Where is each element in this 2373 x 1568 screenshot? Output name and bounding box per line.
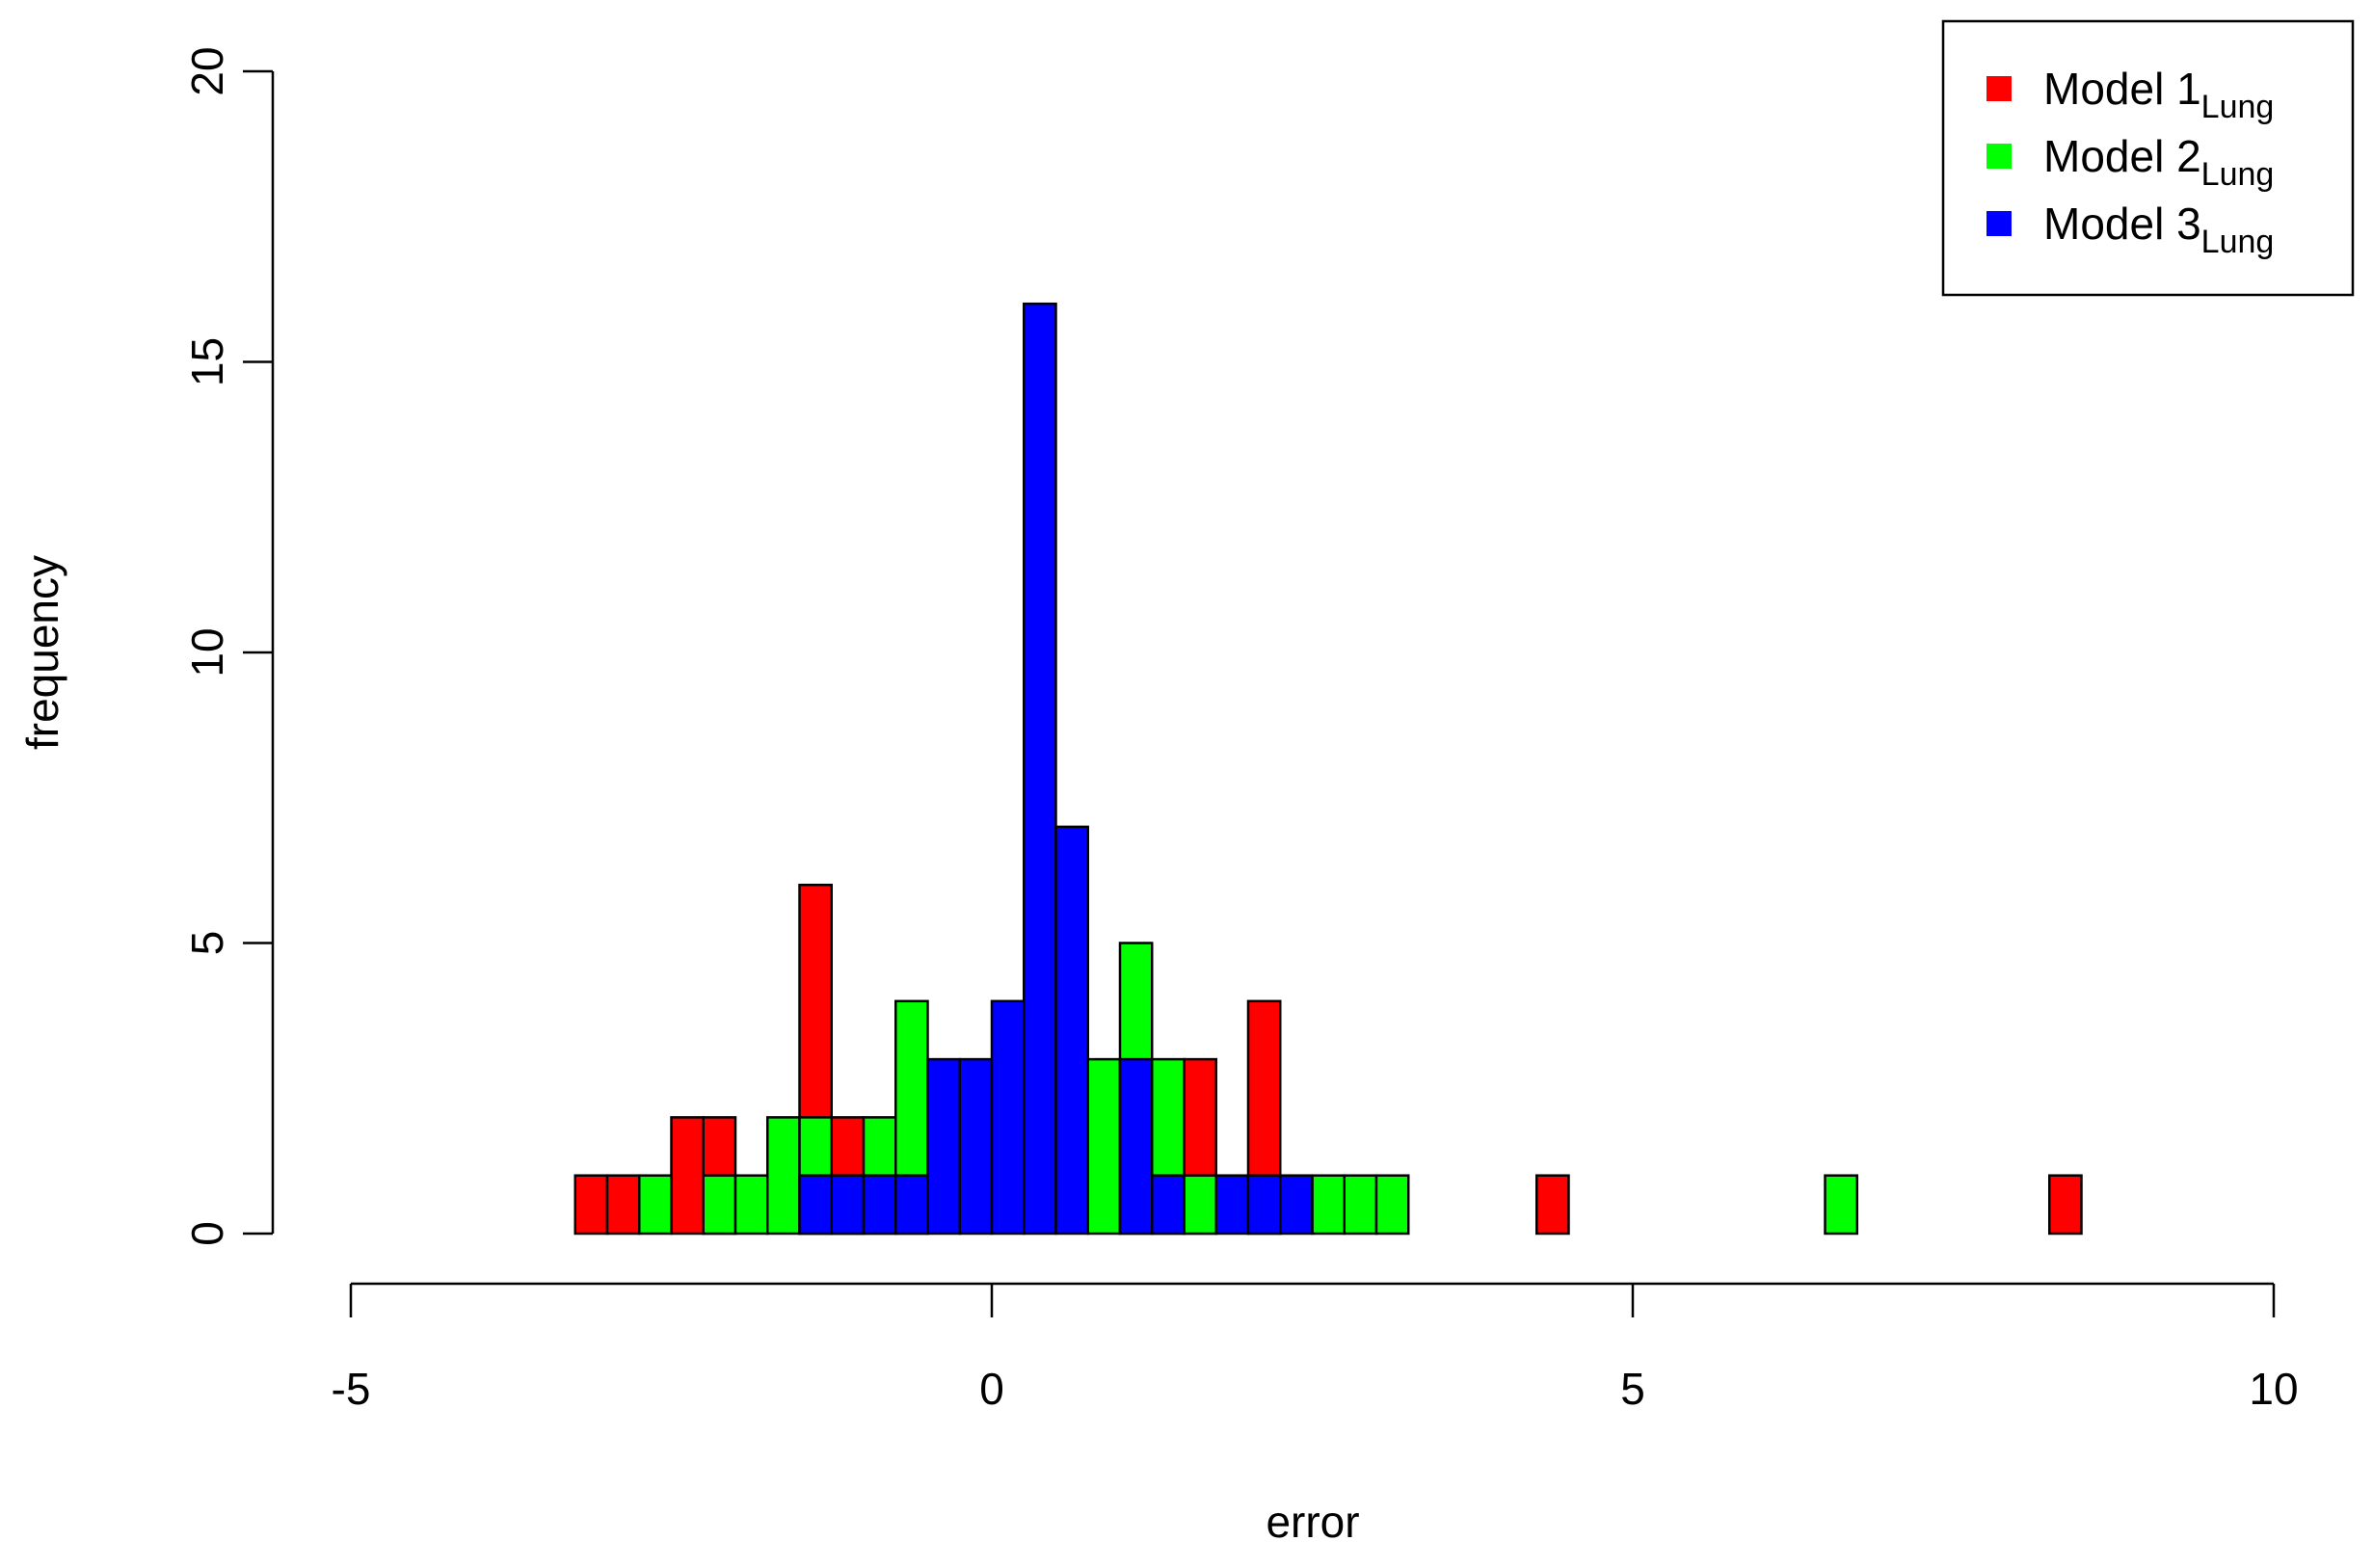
- bar: [702, 1174, 737, 1236]
- bar: [638, 1174, 673, 1236]
- legend-name: Model 1: [2043, 64, 2201, 114]
- bar: [2048, 1174, 2083, 1236]
- y-axis-label: frequency: [17, 555, 67, 750]
- bar: [926, 1057, 961, 1236]
- bar: [1311, 1174, 1346, 1236]
- legend-label: Model 1Lung: [2043, 64, 2274, 125]
- legend-name: Model 2: [2043, 131, 2201, 181]
- legend-label: Model 3Lung: [2043, 199, 2274, 260]
- y-tick-label: 0: [182, 1221, 232, 1246]
- bar: [1535, 1174, 1570, 1236]
- bar: [605, 1174, 641, 1236]
- y-tick-label: 5: [182, 931, 232, 956]
- bar: [1246, 1174, 1282, 1236]
- bar: [1151, 1174, 1186, 1236]
- bar: [990, 999, 1026, 1236]
- bar: [1054, 825, 1089, 1236]
- legend-swatch: [1986, 211, 2012, 236]
- bar: [862, 1174, 897, 1236]
- bar: [1023, 302, 1057, 1236]
- x-tick-label: 10: [2249, 1364, 2298, 1414]
- bar: [1824, 1174, 1858, 1236]
- legend-label: Model 2Lung: [2043, 131, 2274, 193]
- bar: [1343, 1174, 1378, 1236]
- bar: [894, 1174, 929, 1236]
- bar: [1118, 1057, 1154, 1236]
- legend-subscript: Lung: [2201, 89, 2275, 125]
- bar: [1086, 1057, 1122, 1236]
- bar: [573, 1174, 609, 1236]
- bar: [766, 1116, 801, 1236]
- bar: [1214, 1174, 1250, 1236]
- legend-subscript: Lung: [2201, 156, 2275, 193]
- bar: [733, 1174, 769, 1236]
- bar: [830, 1174, 866, 1236]
- legend-name: Model 3: [2043, 199, 2201, 249]
- y-tick-label: 20: [182, 46, 232, 95]
- x-tick-label: -5: [332, 1364, 371, 1414]
- bar: [798, 1174, 833, 1236]
- legend-swatch: [1986, 76, 2012, 101]
- bar: [958, 1057, 994, 1236]
- x-tick-label: 0: [979, 1364, 1004, 1414]
- y-tick-label: 10: [182, 627, 232, 677]
- x-axis-label: error: [1266, 1497, 1359, 1547]
- bar: [1374, 1174, 1410, 1236]
- y-tick-label: 15: [182, 337, 232, 386]
- legend-subscript: Lung: [2201, 224, 2275, 260]
- bar: [1183, 1174, 1217, 1236]
- bar: [670, 1116, 705, 1236]
- bar: [1279, 1174, 1314, 1236]
- x-tick-label: 5: [1620, 1364, 1645, 1414]
- legend-swatch: [1986, 144, 2012, 169]
